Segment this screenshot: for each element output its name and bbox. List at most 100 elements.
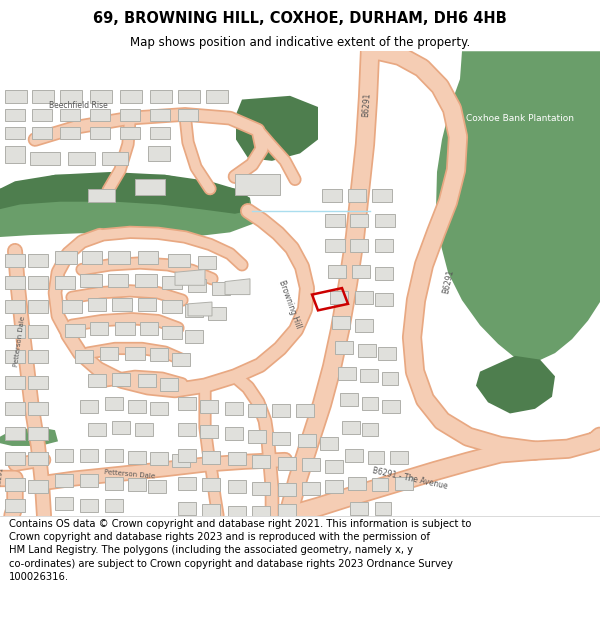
Polygon shape (140, 322, 158, 336)
Polygon shape (135, 422, 153, 436)
Polygon shape (476, 356, 555, 414)
Polygon shape (55, 497, 73, 510)
Polygon shape (325, 214, 345, 227)
Polygon shape (5, 90, 27, 103)
Polygon shape (302, 482, 320, 495)
Polygon shape (338, 367, 356, 380)
Polygon shape (105, 499, 123, 512)
Polygon shape (325, 481, 343, 493)
Polygon shape (80, 499, 98, 512)
Polygon shape (62, 300, 82, 313)
Polygon shape (120, 127, 140, 139)
Polygon shape (80, 399, 98, 412)
Polygon shape (138, 298, 156, 311)
Polygon shape (252, 482, 270, 495)
Polygon shape (200, 424, 218, 438)
Polygon shape (150, 349, 168, 361)
Text: Beechfield Rise: Beechfield Rise (49, 101, 107, 109)
Polygon shape (340, 393, 358, 406)
Polygon shape (60, 109, 80, 121)
Polygon shape (90, 127, 110, 139)
Polygon shape (202, 479, 220, 491)
Polygon shape (360, 369, 378, 382)
Polygon shape (55, 449, 73, 462)
Polygon shape (352, 265, 370, 278)
Polygon shape (162, 300, 182, 313)
Polygon shape (350, 214, 368, 227)
Polygon shape (206, 90, 228, 103)
Polygon shape (30, 151, 60, 164)
Text: Petterson Dale: Petterson Dale (13, 315, 26, 367)
Polygon shape (55, 251, 77, 264)
Polygon shape (60, 90, 82, 103)
Polygon shape (28, 428, 48, 441)
Polygon shape (302, 458, 320, 471)
Polygon shape (112, 298, 132, 311)
Text: B6291: B6291 (0, 466, 4, 487)
Polygon shape (28, 481, 48, 493)
Polygon shape (212, 282, 230, 294)
Polygon shape (90, 322, 108, 336)
Polygon shape (298, 434, 316, 447)
Polygon shape (112, 421, 130, 434)
Polygon shape (350, 239, 368, 252)
Polygon shape (5, 428, 25, 441)
Polygon shape (372, 189, 392, 202)
Polygon shape (325, 239, 345, 252)
Polygon shape (228, 452, 246, 466)
Polygon shape (0, 172, 250, 214)
Polygon shape (252, 506, 270, 519)
Polygon shape (150, 109, 170, 121)
Polygon shape (75, 350, 93, 363)
Polygon shape (228, 506, 246, 519)
Polygon shape (5, 146, 25, 162)
Polygon shape (80, 274, 102, 287)
Polygon shape (128, 479, 146, 491)
Polygon shape (172, 353, 190, 366)
Polygon shape (128, 399, 146, 412)
Polygon shape (202, 504, 220, 518)
Polygon shape (148, 481, 166, 493)
Polygon shape (328, 265, 346, 278)
Polygon shape (272, 404, 290, 417)
Polygon shape (372, 479, 388, 491)
Polygon shape (198, 256, 216, 269)
Polygon shape (378, 347, 396, 359)
Text: B6291: B6291 (441, 269, 455, 294)
Polygon shape (188, 279, 206, 292)
Polygon shape (105, 449, 123, 462)
Text: Browning Hill: Browning Hill (277, 278, 303, 329)
Polygon shape (178, 90, 200, 103)
Polygon shape (5, 376, 25, 389)
Polygon shape (335, 341, 353, 354)
Polygon shape (60, 127, 80, 139)
Text: Map shows position and indicative extent of the property.: Map shows position and indicative extent… (130, 36, 470, 49)
Polygon shape (88, 298, 106, 311)
Polygon shape (102, 151, 128, 164)
Polygon shape (320, 437, 338, 449)
Polygon shape (135, 274, 157, 287)
Polygon shape (28, 452, 48, 466)
Polygon shape (168, 254, 190, 267)
Polygon shape (322, 189, 342, 202)
Polygon shape (358, 344, 376, 357)
Polygon shape (330, 291, 348, 304)
Polygon shape (375, 292, 393, 306)
Polygon shape (28, 276, 48, 289)
Polygon shape (350, 502, 368, 515)
Polygon shape (178, 397, 196, 410)
Polygon shape (296, 404, 314, 417)
Polygon shape (150, 402, 168, 416)
Text: Petterson Dale: Petterson Dale (104, 469, 156, 479)
Polygon shape (178, 422, 196, 436)
Polygon shape (68, 151, 95, 164)
Polygon shape (0, 428, 58, 446)
Polygon shape (28, 254, 48, 267)
Polygon shape (108, 251, 130, 264)
Polygon shape (32, 90, 54, 103)
Polygon shape (65, 324, 85, 338)
Polygon shape (355, 319, 373, 332)
Polygon shape (172, 454, 190, 468)
Polygon shape (188, 302, 212, 316)
Polygon shape (368, 451, 384, 464)
